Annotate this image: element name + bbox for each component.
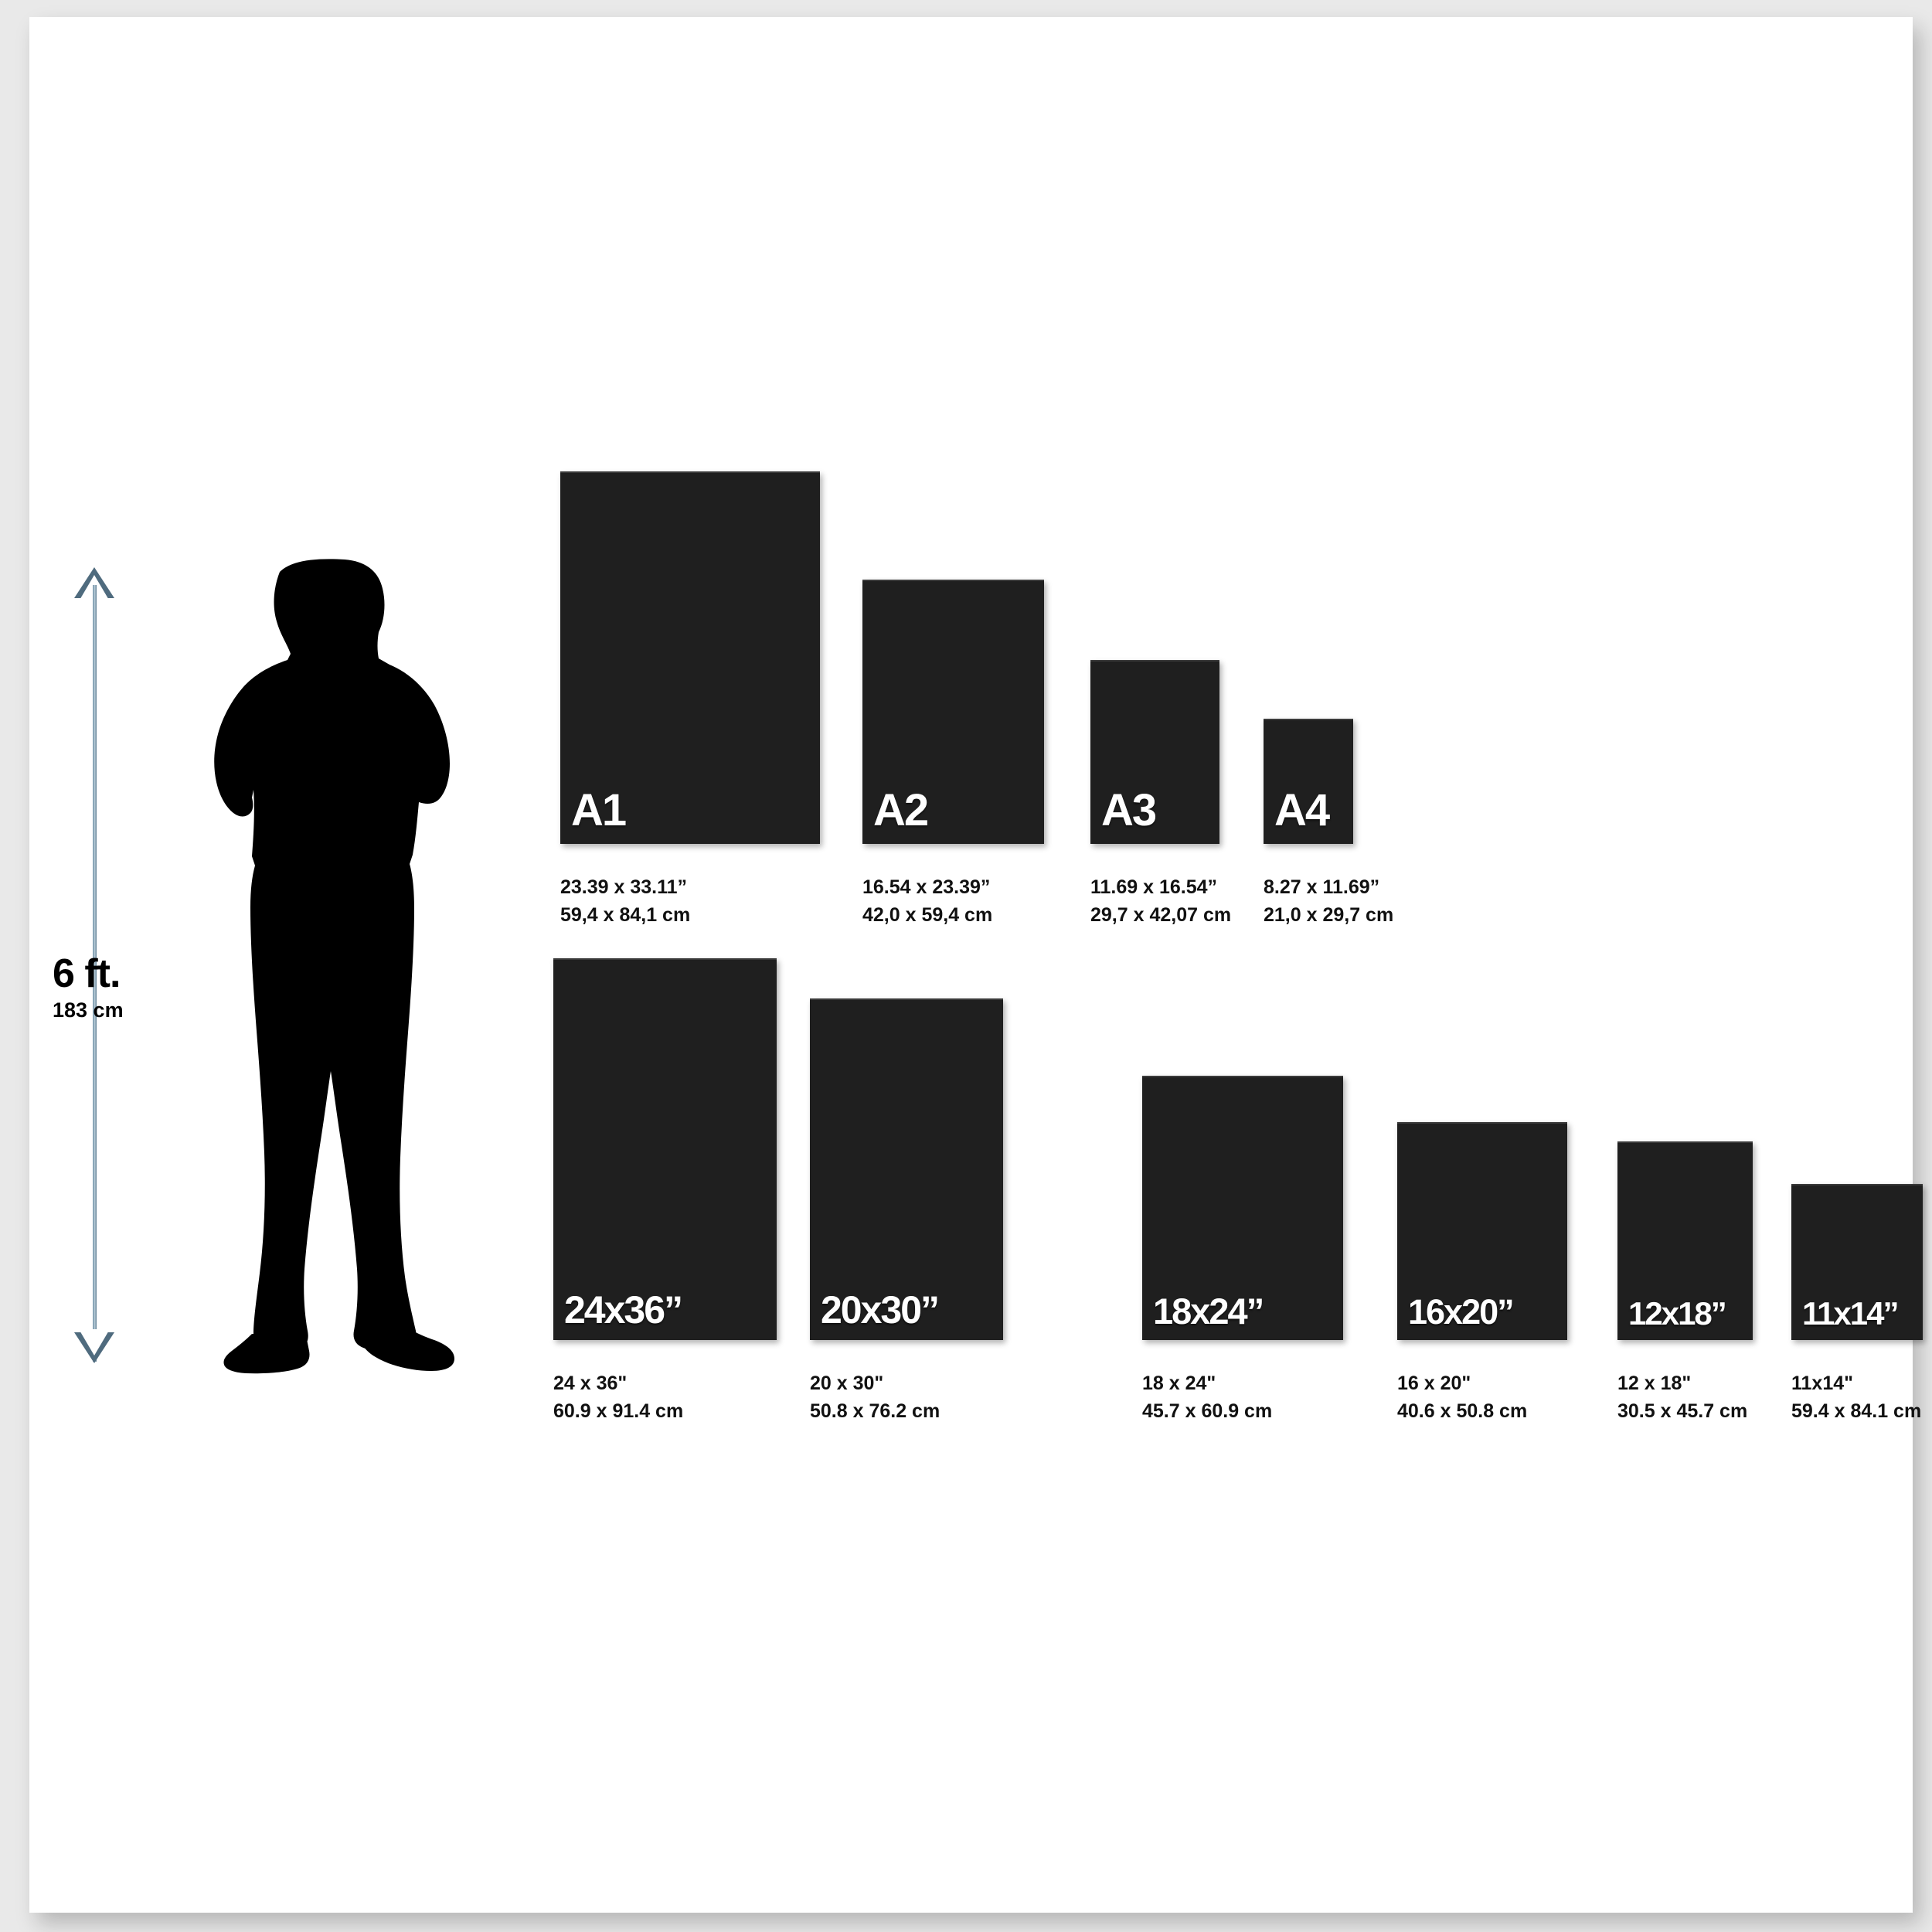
poster-caption-a3: 11.69 x 16.54” 29,7 x 42,07 cm bbox=[1090, 873, 1231, 930]
poster-caption-a2: 16.54 x 23.39” 42,0 x 59,4 cm bbox=[862, 873, 992, 930]
poster-20x30[interactable]: 20x30” bbox=[810, 998, 1003, 1340]
poster-12x18[interactable]: 12x18” bbox=[1617, 1141, 1753, 1340]
poster-caption-11x14: 11x14" 59.4 x 84.1 cm bbox=[1791, 1369, 1921, 1426]
poster-badge-12x18: 12x18” bbox=[1628, 1295, 1727, 1332]
poster-a3[interactable]: A3 bbox=[1090, 660, 1219, 844]
poster-size-chart-card: 6 ft. 183 cm A1 23.39 x 33.11” 59,4 x 84,1… bbox=[29, 17, 1923, 1913]
poster-16x20[interactable]: 16x20” bbox=[1397, 1122, 1567, 1340]
poster-caption-inches-a1: 23.39 x 33.11” bbox=[560, 876, 688, 898]
poster-caption-16x20: 16 x 20" 40.6 x 50.8 cm bbox=[1397, 1369, 1527, 1426]
poster-caption-inches-a2: 16.54 x 23.39” bbox=[862, 876, 991, 898]
poster-badge-a2: A2 bbox=[873, 785, 929, 835]
poster-24x36[interactable]: 24x36” bbox=[553, 958, 777, 1340]
poster-a2[interactable]: A2 bbox=[862, 580, 1044, 844]
poster-caption-inches-12x18: 12 x 18" bbox=[1617, 1372, 1692, 1394]
poster-caption-24x36: 24 x 36" 60.9 x 91.4 cm bbox=[553, 1369, 683, 1426]
poster-caption-inches-18x24: 18 x 24" bbox=[1142, 1372, 1216, 1394]
poster-badge-16x20: 16x20” bbox=[1408, 1292, 1515, 1332]
person-silhouette-icon bbox=[206, 558, 468, 1377]
poster-badge-a4: A4 bbox=[1274, 785, 1330, 835]
poster-caption-cm-a3: 29,7 x 42,07 cm bbox=[1090, 904, 1232, 927]
poster-caption-inches-a3: 11.69 x 16.54” bbox=[1090, 876, 1218, 898]
poster-badge-a3: A3 bbox=[1101, 785, 1157, 835]
poster-caption-a1: 23.39 x 33.11” 59,4 x 84,1 cm bbox=[560, 873, 690, 930]
poster-badge-20x30: 20x30” bbox=[821, 1288, 940, 1332]
poster-caption-cm-16x20: 40.6 x 50.8 cm bbox=[1397, 1400, 1528, 1423]
poster-caption-inches-24x36: 24 x 36" bbox=[553, 1372, 628, 1394]
poster-caption-inches-11x14: 11x14" bbox=[1791, 1372, 1853, 1394]
height-cm-text: 183 cm bbox=[53, 998, 124, 1022]
poster-caption-cm-11x14: 59.4 x 84.1 cm bbox=[1791, 1400, 1922, 1423]
poster-badge-24x36: 24x36” bbox=[564, 1288, 683, 1332]
height-arrow-down-icon bbox=[74, 1329, 114, 1363]
height-reference-label: 6 ft. 183 cm bbox=[53, 954, 168, 1021]
poster-caption-20x30: 20 x 30" 50.8 x 76.2 cm bbox=[810, 1369, 940, 1426]
poster-caption-cm-a1: 59,4 x 84,1 cm bbox=[560, 904, 691, 927]
chart-stage: 6 ft. 183 cm A1 23.39 x 33.11” 59,4 x 84,1… bbox=[29, 17, 1923, 1913]
poster-caption-inches-a4: 8.27 x 11.69” bbox=[1264, 876, 1380, 898]
poster-a1[interactable]: A1 bbox=[560, 471, 820, 844]
height-feet-text: 6 ft. bbox=[53, 951, 121, 996]
poster-caption-a4: 8.27 x 11.69” 21,0 x 29,7 cm bbox=[1264, 873, 1393, 930]
poster-caption-inches-20x30: 20 x 30" bbox=[810, 1372, 884, 1394]
poster-caption-cm-18x24: 45.7 x 60.9 cm bbox=[1142, 1400, 1273, 1423]
poster-caption-cm-24x36: 60.9 x 91.4 cm bbox=[553, 1400, 684, 1423]
poster-badge-a1: A1 bbox=[571, 785, 627, 835]
poster-caption-inches-16x20: 16 x 20" bbox=[1397, 1372, 1471, 1394]
height-arrow-line bbox=[93, 585, 97, 1362]
poster-caption-18x24: 18 x 24" 45.7 x 60.9 cm bbox=[1142, 1369, 1272, 1426]
poster-badge-18x24: 18x24” bbox=[1153, 1291, 1264, 1332]
poster-11x14[interactable]: 11x14” bbox=[1791, 1184, 1923, 1340]
poster-caption-cm-20x30: 50.8 x 76.2 cm bbox=[810, 1400, 940, 1423]
poster-18x24[interactable]: 18x24” bbox=[1142, 1076, 1343, 1340]
poster-caption-cm-a2: 42,0 x 59,4 cm bbox=[862, 904, 993, 927]
poster-badge-11x14: 11x14” bbox=[1802, 1295, 1899, 1332]
poster-caption-cm-12x18: 30.5 x 45.7 cm bbox=[1617, 1400, 1748, 1423]
poster-a4[interactable]: A4 bbox=[1264, 719, 1353, 844]
poster-caption-cm-a4: 21,0 x 29,7 cm bbox=[1264, 904, 1394, 927]
poster-caption-12x18: 12 x 18" 30.5 x 45.7 cm bbox=[1617, 1369, 1747, 1426]
